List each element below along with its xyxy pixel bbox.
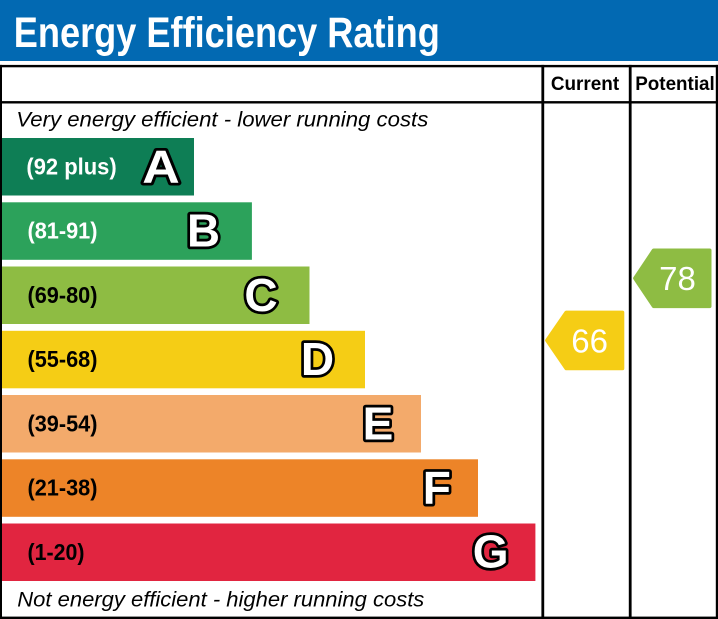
svg-text:Potential: Potential	[635, 73, 715, 95]
svg-text:(1-20): (1-20)	[28, 539, 85, 565]
svg-text:(21-38): (21-38)	[28, 475, 98, 501]
svg-text:78: 78	[659, 260, 696, 297]
svg-text:(39-54): (39-54)	[28, 410, 98, 436]
svg-text:F: F	[423, 462, 451, 514]
svg-text:(81-91): (81-91)	[28, 218, 98, 244]
svg-text:(55-68): (55-68)	[28, 346, 98, 372]
svg-text:Not energy efficient - higher: Not energy efficient - higher running co…	[17, 587, 424, 611]
svg-text:Very energy efficient - lower: Very energy efficient - lower running co…	[16, 107, 428, 131]
svg-text:E: E	[363, 397, 394, 449]
svg-text:D: D	[301, 333, 334, 385]
svg-text:Current: Current	[551, 73, 620, 95]
svg-text:C: C	[244, 269, 277, 321]
svg-text:Energy Efficiency Rating: Energy Efficiency Rating	[14, 10, 440, 57]
svg-text:(92 plus): (92 plus)	[26, 153, 116, 179]
svg-text:G: G	[473, 525, 509, 577]
svg-text:66: 66	[571, 322, 608, 359]
svg-text:(69-80): (69-80)	[28, 282, 98, 308]
svg-text:B: B	[187, 205, 220, 257]
svg-text:A: A	[142, 140, 180, 192]
